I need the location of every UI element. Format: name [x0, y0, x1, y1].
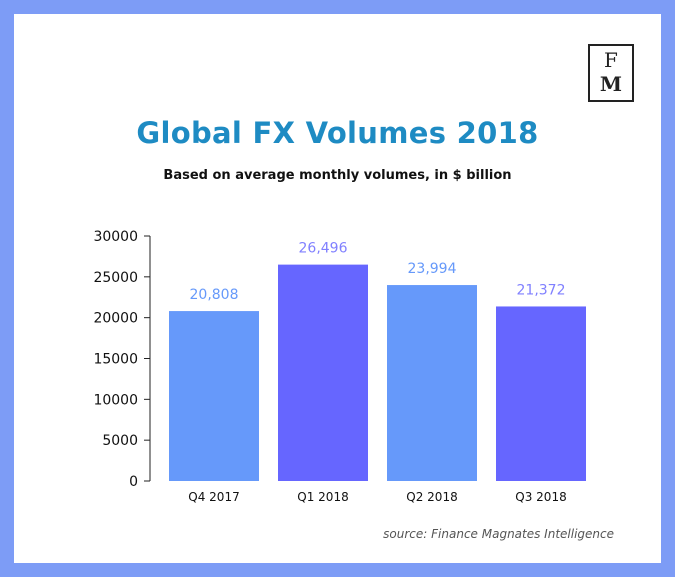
x-tick-label: Q4 2017: [188, 490, 239, 504]
chart-subtitle: Based on average monthly volumes, in $ b…: [163, 168, 512, 183]
y-tick-label: 15000: [93, 352, 138, 368]
y-tick-label: 25000: [93, 270, 138, 286]
logo-letter-f: F: [604, 48, 618, 72]
x-tick-label: Q3 2018: [515, 490, 566, 504]
finance-magnates-logo: F M: [588, 44, 634, 102]
bar-value-label: 20,808: [190, 287, 239, 303]
y-tick-label: 10000: [93, 392, 138, 408]
bar-value-label: 23,994: [408, 261, 457, 277]
bar: [169, 311, 259, 481]
chart-title: Global FX Volumes 2018: [136, 116, 539, 150]
bar-value-label: 21,372: [517, 282, 566, 298]
bar: [278, 264, 368, 481]
logo-letter-m: M: [599, 72, 623, 96]
y-tick-label: 5000: [102, 433, 138, 449]
x-tick-label: Q1 2018: [297, 490, 348, 504]
bar: [496, 306, 586, 481]
y-tick-label: 30000: [93, 229, 138, 245]
bar: [387, 285, 477, 481]
y-tick-label: 0: [129, 474, 138, 490]
x-tick-label: Q2 2018: [406, 490, 457, 504]
bar-value-label: 26,496: [299, 241, 348, 257]
source-note: source: Finance Magnates Intelligence: [383, 527, 614, 541]
y-tick-label: 20000: [93, 311, 138, 327]
